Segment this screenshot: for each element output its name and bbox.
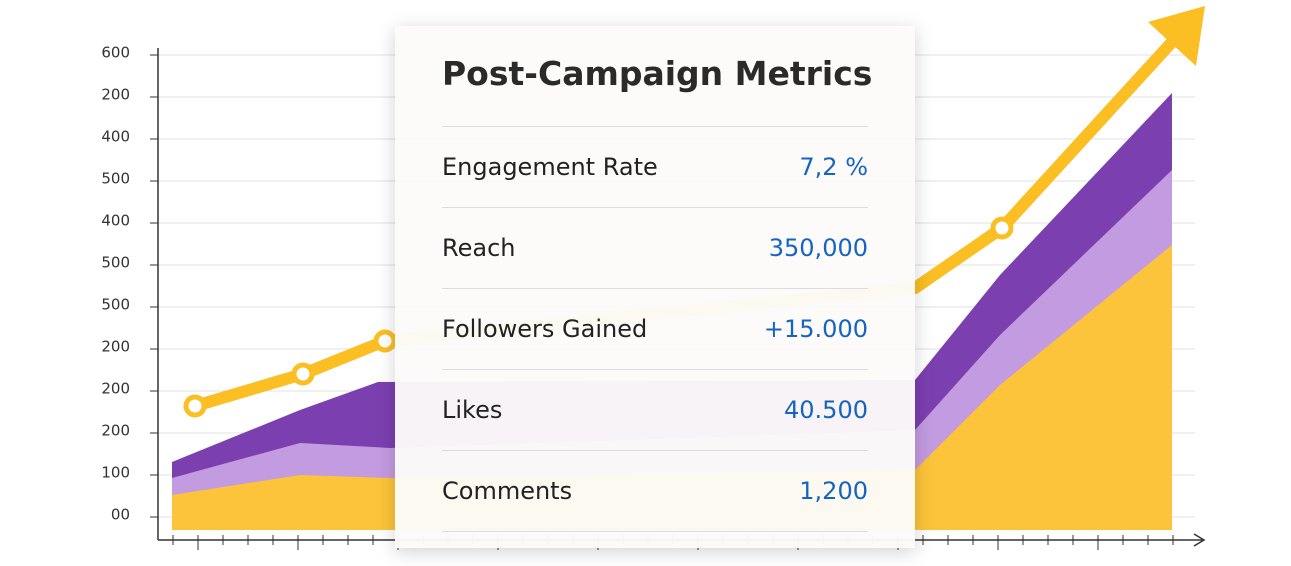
card-title: Post-Campaign Metrics: [442, 54, 873, 93]
x-axis-arrow: [1193, 533, 1206, 547]
metric-row: Reach 350,000: [442, 207, 868, 289]
y-tick-label: 400: [101, 212, 130, 230]
metrics-card: Post-Campaign Metrics Engagement Rate 7,2…: [395, 26, 915, 548]
metric-value: 40.500: [784, 396, 868, 424]
metric-row: Engagement Rate 7,2 %: [442, 126, 868, 208]
metric-label: Engagement Rate: [442, 153, 658, 181]
y-tick-label: 200: [101, 338, 130, 356]
y-tick-label: 200: [101, 380, 130, 398]
divider: [442, 531, 868, 532]
trend-arrowhead: [1148, 6, 1205, 66]
metric-row: Followers Gained +15.000: [442, 288, 868, 370]
trend-point: [183, 394, 207, 418]
y-tick-label: 200: [101, 86, 130, 104]
y-tick-label: 200: [101, 422, 130, 440]
trend-point: [990, 216, 1014, 240]
metric-label: Reach: [442, 234, 516, 262]
y-tick-label: 00: [111, 506, 130, 524]
trend-point: [373, 329, 397, 353]
metric-label: Comments: [442, 477, 573, 505]
metric-value: +15.000: [763, 315, 868, 343]
y-tick-label: 400: [101, 128, 130, 146]
metric-label: Likes: [442, 396, 503, 424]
area-yellow: [172, 245, 1172, 530]
metric-label: Followers Gained: [442, 315, 648, 343]
y-tick-label: 500: [101, 296, 130, 314]
y-tick-label: 100: [101, 464, 130, 482]
area-light-purple: [172, 170, 1172, 530]
y-tick-label: 500: [101, 254, 130, 272]
metric-value: 1,200: [799, 477, 868, 505]
metric-row: Comments 1,200: [442, 450, 868, 532]
metric-value: 7,2 %: [799, 153, 868, 181]
metric-value: 350,000: [768, 234, 868, 262]
y-tick-label: 600: [101, 44, 130, 62]
metric-row: Likes 40.500: [442, 369, 868, 451]
trend-point: [291, 362, 315, 386]
y-tick-label: 500: [101, 170, 130, 188]
